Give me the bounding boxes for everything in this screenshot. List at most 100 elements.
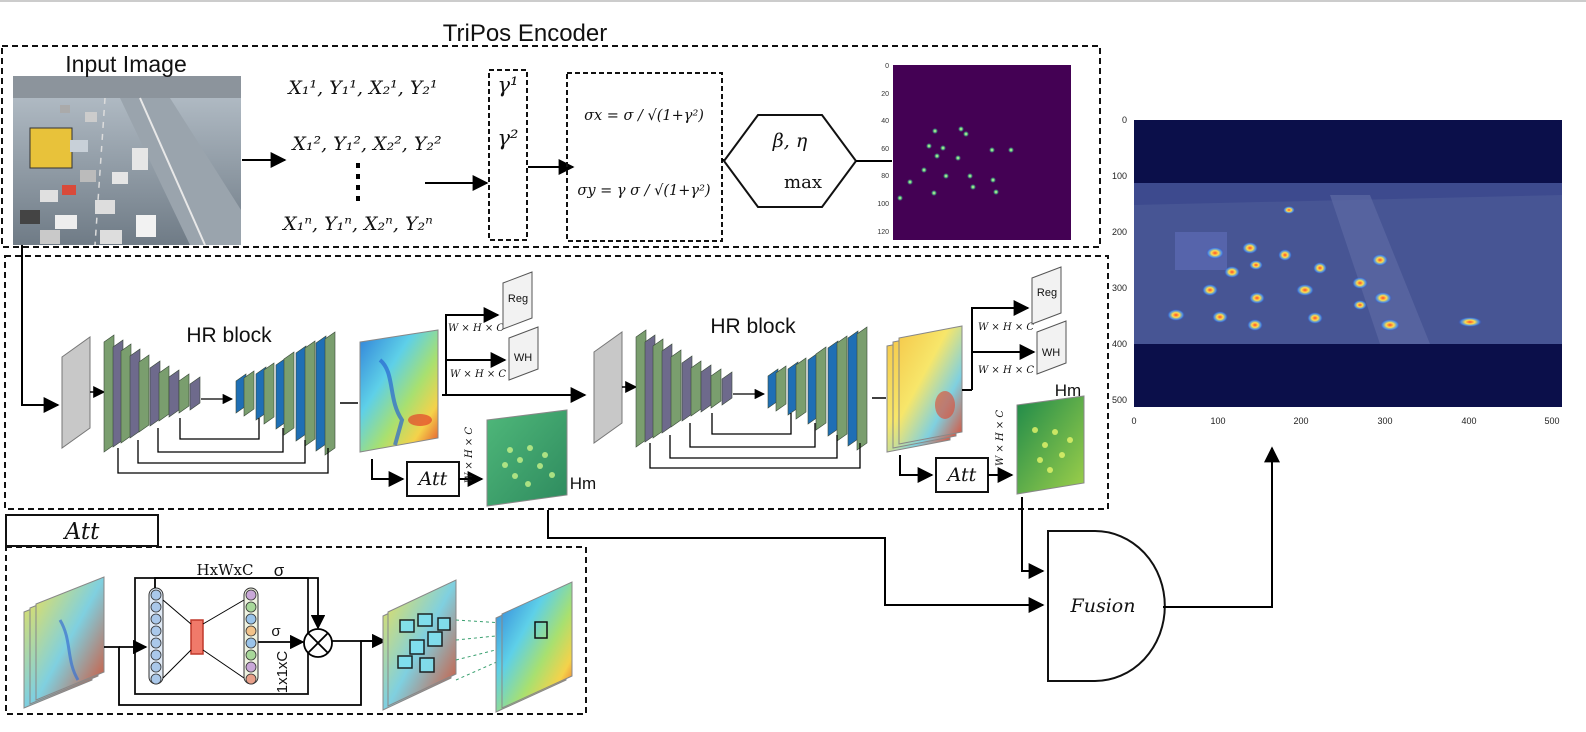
detection-hotspot	[1242, 242, 1258, 254]
stage1-wh-head	[508, 326, 539, 381]
hr-layer	[815, 346, 827, 431]
gaussian-peak	[897, 195, 903, 201]
hr-layer	[690, 360, 702, 417]
fc-node	[150, 637, 162, 649]
heatmap-ytick-120: 120	[877, 229, 889, 236]
hex-beta-eta: β, η	[772, 130, 808, 152]
heatmap-ytick-20: 20	[881, 91, 889, 98]
input-image-label: Input Image	[65, 51, 186, 77]
skip-connection-inner	[179, 418, 260, 440]
hr-layer	[661, 343, 673, 434]
sigma-x-formula: σx = σ / √(1+γ²)	[584, 108, 704, 124]
hex-max: max	[784, 172, 822, 193]
fc-node	[245, 673, 257, 685]
stage2-dim-reg: W × H × C	[978, 322, 1034, 333]
coord-row-1: X₁¹, Y₁¹, X₂¹, Y₂¹	[286, 77, 437, 99]
skip2-connection-outermost	[649, 443, 861, 469]
detection-hotspot	[1353, 300, 1367, 310]
hm-peak	[549, 472, 555, 478]
gamma-box	[488, 69, 528, 241]
detection-hotspot	[1206, 247, 1224, 259]
fc-node	[150, 661, 162, 673]
stage1-dim-wh: W × H × C	[450, 369, 506, 380]
hm-peak	[1067, 437, 1073, 443]
sigma-y-formula: σy = γ σ / √(1+γ²)	[577, 183, 710, 199]
att-weighted-map	[382, 579, 457, 711]
heatmap-ytick-80: 80	[881, 173, 889, 180]
hr-layer	[189, 376, 201, 411]
hr-layer	[856, 326, 868, 451]
stage1-hr-block-layers	[103, 331, 336, 456]
hm-peak	[527, 445, 533, 451]
heatmap-ytick-100: 100	[877, 201, 889, 208]
arrow-input-to-stage1	[21, 245, 60, 413]
detection-hotspot	[1249, 292, 1265, 304]
hr-layer	[149, 360, 161, 427]
input-label-box	[13, 50, 241, 76]
gaussian-peak	[940, 145, 946, 151]
hr-layer	[243, 370, 255, 417]
hr-layer	[710, 368, 722, 409]
output-ytick-400: 400	[1112, 339, 1127, 349]
ellipsis-dots	[356, 163, 360, 201]
stage1-dim-reg: W × H × C	[448, 323, 504, 334]
att-detail-frame	[5, 546, 587, 715]
hr-layer	[315, 335, 327, 452]
hr-layer	[295, 345, 307, 442]
att-sigma-path-top	[154, 577, 326, 630]
stage1-att-box	[406, 461, 460, 497]
fc-right-nodes	[243, 587, 259, 685]
att-sigma-mid: σ	[271, 623, 281, 640]
detection-hotspot	[1352, 277, 1368, 289]
output-xtick-100: 100	[1210, 416, 1225, 426]
skip2-connection-outer	[669, 435, 838, 459]
hr-layer	[283, 351, 295, 436]
tripos-encoder: TriPos Encoder Input Image	[1, 20, 1101, 248]
att-title-box	[5, 514, 159, 547]
output-xtick-400: 400	[1461, 416, 1476, 426]
stage2-input-plane	[593, 331, 623, 444]
output-xtick-300: 300	[1377, 416, 1392, 426]
fc-left-nodes	[148, 587, 164, 685]
stage1-hm-label: Hm	[570, 474, 596, 493]
arrow-fusion-to-output	[1163, 446, 1280, 608]
gaussian-heatmap: 0 20 40 60 80 100 120	[877, 63, 1071, 240]
detection-hotspot	[1313, 262, 1327, 274]
fc-node	[150, 673, 162, 685]
fc-node	[245, 589, 257, 601]
stage2-dim-wh: W × H × C	[978, 365, 1034, 376]
stage2: HR block W × H × C W × H × C Reg WH Att	[593, 266, 1085, 495]
att-sigma-top: σ	[274, 561, 285, 580]
hr-layer	[827, 340, 839, 437]
fc-node	[150, 625, 162, 637]
fc-node	[245, 649, 257, 661]
gamma-1: γ¹	[498, 73, 519, 97]
stage2-att-label: Att	[946, 464, 977, 486]
gaussian-peak	[1008, 147, 1014, 153]
detection-hotspot	[1249, 260, 1263, 270]
arrow-to-reg1	[445, 307, 500, 395]
skip-connection-middle	[157, 428, 284, 453]
stage2-wh-head	[1036, 320, 1067, 375]
gaussian-peak	[921, 167, 927, 173]
stage2-dim-hm: W × H × C	[995, 410, 1006, 466]
detection-hotspot	[1372, 254, 1388, 266]
stage1-hr-block-title: HR block	[186, 324, 272, 347]
output-ytick-100: 100	[1112, 171, 1127, 181]
hm-peak	[1042, 442, 1048, 448]
hexagon-box	[722, 114, 858, 208]
fc-node	[150, 613, 162, 625]
stage1-reg-head	[502, 271, 533, 330]
skip2-connection-middle	[689, 423, 816, 448]
hm-peak	[1052, 429, 1058, 435]
arrow-feature-to-att1	[371, 459, 405, 487]
hr-layer	[681, 355, 693, 422]
output-yticks: 0 100 200 300 400 500	[1112, 115, 1127, 405]
fusion-gate	[1047, 530, 1166, 682]
output-xticks: 0 100 200 300 400 500	[1131, 416, 1559, 426]
hr-layer	[836, 335, 848, 442]
hr-layer	[120, 343, 132, 444]
stage1-feature-map	[359, 329, 439, 453]
hr-layer	[700, 364, 712, 413]
att-input-map	[23, 576, 105, 709]
